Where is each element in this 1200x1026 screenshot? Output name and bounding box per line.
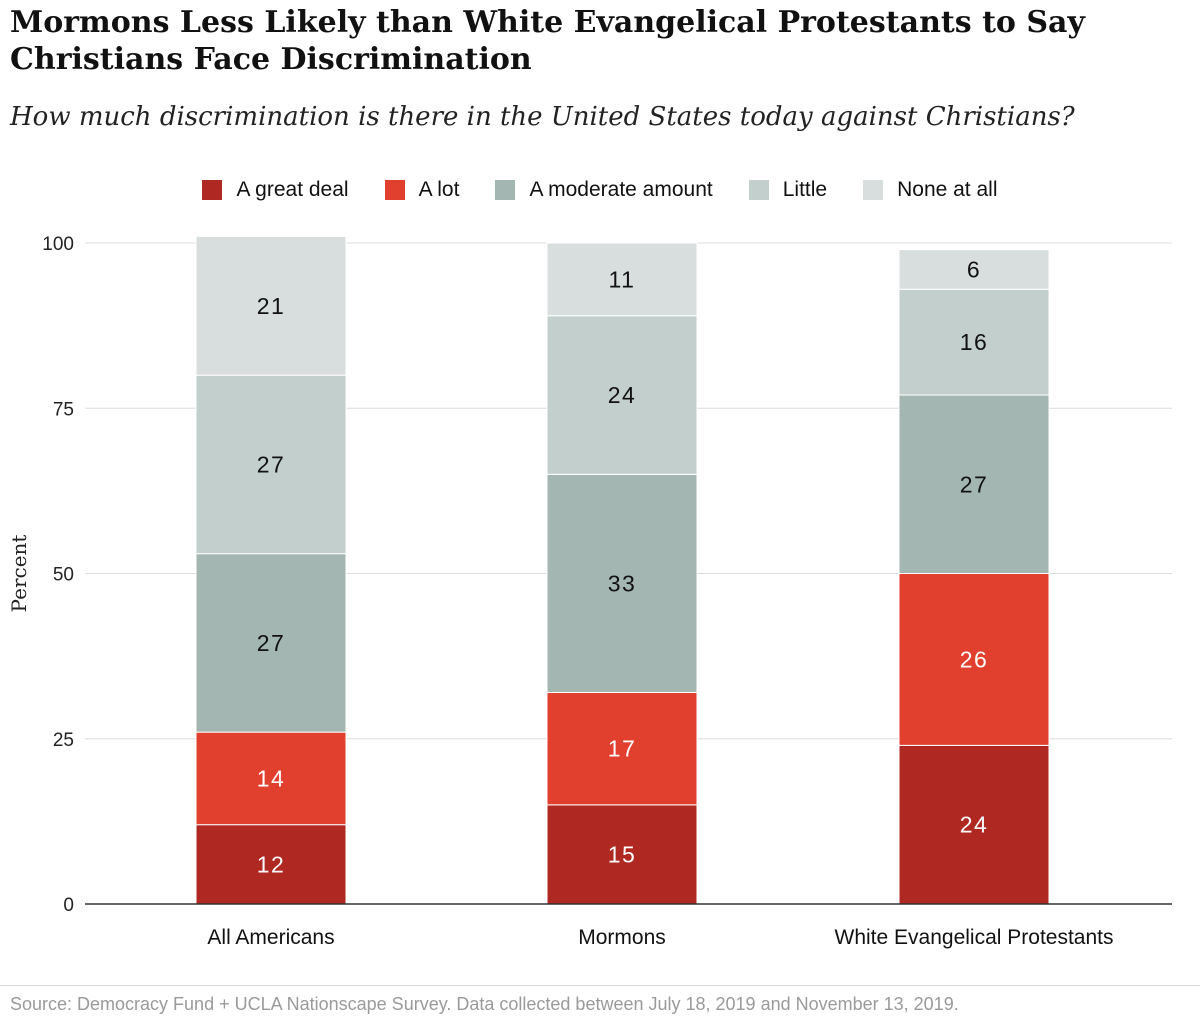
bar-segment-little-0 <box>195 374 347 555</box>
data-label-a-great-deal-0: 12 <box>257 851 286 877</box>
bar-segment-none-at-all-1 <box>546 242 698 317</box>
legend-label-little: Little <box>782 178 828 201</box>
legend-swatch-a-moderate-amount <box>495 180 516 200</box>
bar-segment-a-lot-1 <box>546 691 698 806</box>
bar-segment-little-1 <box>546 315 698 475</box>
bar-segment-a-moderate-amount-1 <box>546 473 698 693</box>
data-label-little-0: 27 <box>257 451 286 477</box>
legend-swatch-a-great-deal <box>202 180 223 200</box>
y-axis-title: Percent <box>7 535 31 613</box>
bar-segment-a-great-deal-0 <box>195 824 347 905</box>
source-note: Source: Democracy Fund + UCLA Nationscap… <box>10 994 959 1014</box>
data-label-a-great-deal-1: 15 <box>608 841 637 867</box>
data-label-none-at-all-0: 21 <box>257 293 286 319</box>
chart-title: Mormons Less Likely than White Evangelic… <box>10 5 1085 77</box>
footer-divider <box>0 985 1200 986</box>
stacked-bar-chart: 0 25 50 75 100 Percent 12 14 27 27 21 All Americans… <box>7 234 1172 949</box>
bar-segment-a-moderate-amount-0 <box>195 553 347 733</box>
bar-segment-a-lot-2 <box>898 573 1050 746</box>
bar-segment-little-2 <box>898 288 1050 396</box>
legend-swatch-little <box>748 180 769 200</box>
y-tick-label-50: 50 <box>53 565 74 586</box>
legend-item-little: Little <box>748 178 828 202</box>
bar-segment-none-at-all-0 <box>195 235 347 376</box>
legend-item-a-moderate-amount: A moderate amount <box>495 178 713 202</box>
data-label-a-moderate-amount-2: 27 <box>960 471 989 497</box>
legend-item-a-great-deal: A great deal <box>202 178 349 202</box>
legend-item-a-lot: A lot <box>384 178 460 202</box>
data-label-a-lot-2: 26 <box>960 646 989 672</box>
data-label-none-at-all-1: 11 <box>609 266 636 292</box>
y-tick-label-75: 75 <box>53 399 74 420</box>
legend-swatch-a-lot <box>384 180 405 200</box>
bar-segment-a-great-deal-1 <box>546 804 698 905</box>
data-label-little-2: 16 <box>960 329 989 355</box>
bar-segment-a-lot-0 <box>195 731 347 826</box>
data-label-none-at-all-2: 6 <box>967 256 981 282</box>
legend-label-a-great-deal: A great deal <box>236 178 349 201</box>
y-tick-label-0: 0 <box>63 895 74 916</box>
legend-swatch-none-at-all <box>863 180 884 200</box>
legend-label-a-moderate-amount: A moderate amount <box>529 178 713 201</box>
x-tick-label-1: Mormons <box>578 926 666 949</box>
bar-segment-none-at-all-2 <box>898 249 1050 290</box>
y-tick-label-25: 25 <box>53 730 74 751</box>
legend: A great deal A lot A moderate amount Lit… <box>0 178 1200 202</box>
bar-segment-a-great-deal-2 <box>898 744 1050 905</box>
legend-label-a-lot: A lot <box>418 178 460 201</box>
legend-label-none-at-all: None at all <box>897 178 998 201</box>
data-label-little-1: 24 <box>608 382 637 408</box>
x-tick-label-2: White Evangelical Protestants <box>835 926 1114 949</box>
data-label-a-moderate-amount-0: 27 <box>257 630 286 656</box>
x-tick-label-0: All Americans <box>207 926 334 949</box>
data-label-a-lot-1: 17 <box>608 736 637 762</box>
chart-subtitle: How much discrimination is there in the … <box>10 102 1075 132</box>
bar-segment-a-moderate-amount-2 <box>898 394 1050 574</box>
data-label-a-moderate-amount-1: 33 <box>608 570 637 596</box>
data-label-a-lot-0: 14 <box>257 765 286 791</box>
data-label-a-great-deal-2: 24 <box>960 812 989 838</box>
y-tick-label-100: 100 <box>42 234 74 255</box>
legend-item-none-at-all: None at all <box>863 178 998 202</box>
